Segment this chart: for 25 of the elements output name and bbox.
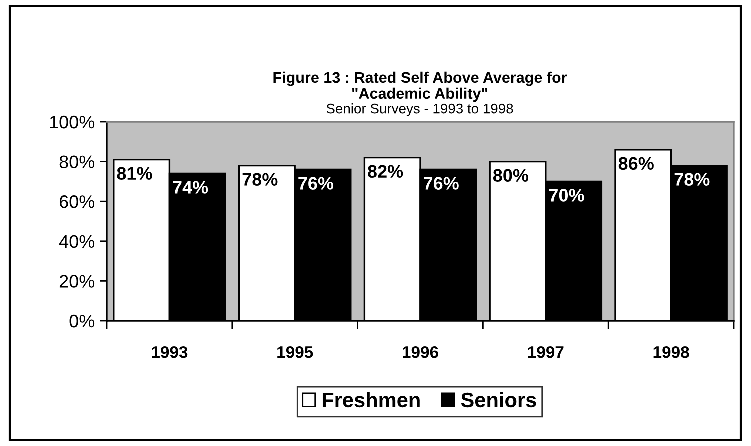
y-tick-label: 80% (60, 156, 95, 169)
data-label: 76% (424, 177, 459, 190)
data-label: 82% (368, 165, 404, 178)
y-tick-label: 60% (60, 196, 95, 208)
x-tick-label: 1993 (152, 346, 188, 358)
y-tick-label: 100% (50, 116, 95, 129)
x-tick-label: 1997 (528, 346, 564, 358)
x-tick-label: 1998 (654, 346, 690, 358)
data-label: 80% (493, 169, 529, 182)
data-label: 78% (674, 173, 710, 186)
chart-subtitle: Senior Surveys - 1993 to 1998 (326, 104, 514, 116)
chart-title: Figure 13 : Rated Self Above Average for "Academic Ability" (274, 72, 568, 102)
x-tick-label: 1996 (403, 346, 438, 358)
data-label: 70% (549, 189, 584, 202)
data-label: 78% (242, 173, 278, 186)
data-label: 86% (618, 157, 654, 170)
y-tick-label: 20% (60, 275, 95, 288)
y-tick-label: 0% (70, 314, 95, 328)
legend-label: Freshmen (322, 392, 420, 408)
data-label: 74% (173, 181, 208, 194)
y-tick-label: 40% (59, 235, 95, 248)
x-tick-label: 1995 (278, 346, 314, 358)
data-label: 76% (298, 177, 334, 190)
legend-label: Seniors (461, 392, 536, 408)
data-label: 81% (117, 167, 152, 180)
